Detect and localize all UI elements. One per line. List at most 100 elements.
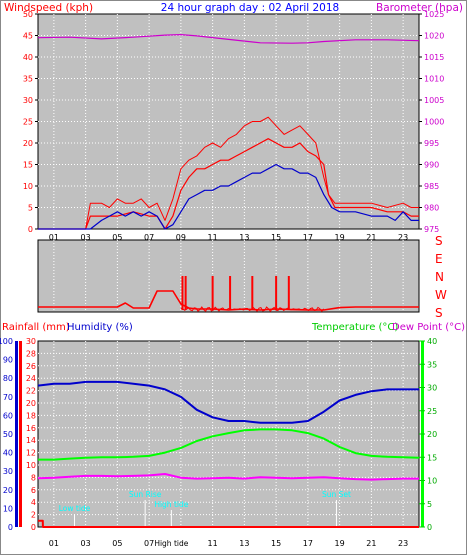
temp-tick-label: 30 <box>427 384 437 393</box>
rain-tick-label: 18 <box>26 411 36 420</box>
x-marker-label: High tide <box>154 539 188 548</box>
rain-tick-label: 20 <box>26 399 36 408</box>
rain-tick-label: 22 <box>26 387 36 396</box>
temp-tick-label: 10 <box>427 477 437 486</box>
humidity-series-line <box>37 380 419 424</box>
baro-tick-label: 990 <box>424 161 439 170</box>
direction-series-line <box>38 290 419 311</box>
humidity-tick-label: 20 <box>3 486 13 495</box>
rain-series-line <box>37 519 419 528</box>
rain-tick-label: 2 <box>31 511 36 520</box>
x-tick-label: 09 <box>176 233 186 242</box>
x-tick-label: 21 <box>366 233 376 242</box>
direction-label: S <box>435 306 443 320</box>
wind-tick-label: 10 <box>23 182 33 191</box>
rain-axis-bar <box>19 341 22 527</box>
marker-label: High tide <box>154 500 188 509</box>
rain-tick-label: 16 <box>26 424 36 433</box>
wind-tick-label: 25 <box>23 118 33 127</box>
temp-axis-ticks: 0 5 10 15 20 25 30 35 40 <box>419 337 437 532</box>
wind-axis-title: Windspeed (kph) <box>4 2 93 14</box>
x-tick-label: 21 <box>366 539 376 548</box>
wind-tick-label: 5 <box>28 204 33 213</box>
marker-label: Low tide <box>59 504 91 513</box>
x-tick-label: 13 <box>239 233 249 242</box>
direction-series <box>38 276 419 313</box>
humidity-tick-label: 40 <box>3 449 13 458</box>
x-tick-label: 11 <box>208 233 218 242</box>
x-tick-label: 15 <box>271 539 281 548</box>
baro-tick-label: 1005 <box>424 96 444 105</box>
temp-tick-label: 25 <box>427 407 437 416</box>
baro-tick-label: 1015 <box>424 53 444 62</box>
wind-axis-ticks: 0 5 10 15 20 25 30 35 40 45 50 <box>23 10 38 234</box>
marker-label: Sun Rise <box>129 490 162 499</box>
x-tick-label: 07 <box>144 233 154 242</box>
x-tick-label: 19 <box>335 539 345 548</box>
dewpoint-axis-title: Dew Point (°C) <box>392 322 465 333</box>
humidity-tick-label: 100 <box>0 337 13 346</box>
baro-tick-label: 1020 <box>424 32 444 41</box>
temp-x-axis-ticks: 01 03 05 07 11 13 15 17 19 21 23 High tide <box>49 539 408 548</box>
rain-tick-label: 0 <box>31 523 36 532</box>
x-tick-label: 07 <box>144 539 154 548</box>
humidity-tick-label: 60 <box>3 411 13 420</box>
humidity-axis-bar <box>15 341 18 527</box>
x-tick-label: 05 <box>112 539 122 548</box>
rainfall-axis-title: Rainfall (mm) <box>2 322 70 333</box>
baro-tick-label: 985 <box>424 182 439 191</box>
direction-label: E <box>435 252 443 266</box>
graph-title: 24 hour graph day : 02 April 2018 <box>161 2 339 14</box>
wind-tick-label: 0 <box>28 225 33 234</box>
wind-baro-grid <box>38 14 419 229</box>
wind-baro-series <box>37 33 420 230</box>
baro-tick-label: 975 <box>424 225 439 234</box>
x-tick-label: 23 <box>398 233 408 242</box>
rain-tick-label: 10 <box>26 461 36 470</box>
baro-series-line <box>37 33 420 44</box>
wind-tick-label: 20 <box>23 139 33 148</box>
baro-tick-label: 1000 <box>424 118 444 127</box>
x-tick-label: 13 <box>239 539 249 548</box>
rain-tick-label: 26 <box>26 362 36 371</box>
x-tick-label: 01 <box>49 233 59 242</box>
humidity-tick-label: 70 <box>3 393 13 402</box>
wind-x-axis-ticks: 01 03 05 07 09 11 13 15 17 19 21 23 <box>49 233 408 242</box>
temp-tick-label: 5 <box>427 500 432 509</box>
x-tick-label: 17 <box>303 539 313 548</box>
temp-tick-label: 20 <box>427 430 437 439</box>
temp-hum-grid <box>38 341 419 527</box>
humidity-tick-label: 50 <box>3 430 13 439</box>
wind-direction-plot <box>37 239 420 313</box>
temp-tick-label: 0 <box>427 523 432 532</box>
rain-tick-label: 6 <box>31 486 36 495</box>
avgwind-series-line <box>38 163 419 230</box>
wind-tick-label: 35 <box>23 75 33 84</box>
baro-axis-ticks: 975 980 985 990 995 1000 1005 1010 1015 1020 1025 <box>419 10 444 234</box>
baro-axis-title: Barometer (hpa) <box>376 2 463 14</box>
humidity-tick-label: 0 <box>8 523 13 532</box>
x-tick-label: 17 <box>303 233 313 242</box>
x-tick-label: 03 <box>81 539 91 548</box>
temp-tick-label: 35 <box>427 360 437 369</box>
direction-label: S <box>435 234 443 248</box>
temperature-axis-title: Temperature (°C) <box>311 322 398 333</box>
x-tick-label: 11 <box>208 539 218 548</box>
temp-tick-label: 40 <box>427 337 437 346</box>
direction-label: N <box>435 270 444 284</box>
humidity-axis-ticks: 0 10 20 30 40 50 60 70 80 90 100 <box>0 337 13 532</box>
humidity-tick-label: 80 <box>3 374 13 383</box>
wind-tick-label: 50 <box>23 10 33 19</box>
wind-tick-label: 15 <box>23 161 33 170</box>
baro-tick-label: 1010 <box>424 75 444 84</box>
rain-tick-label: 4 <box>31 498 36 507</box>
temp-tick-label: 15 <box>427 453 437 462</box>
humidity-tick-label: 30 <box>3 467 13 476</box>
temperature-series-line <box>38 428 420 461</box>
temp-hum-series <box>37 380 420 528</box>
rain-tick-label: 8 <box>31 473 36 482</box>
